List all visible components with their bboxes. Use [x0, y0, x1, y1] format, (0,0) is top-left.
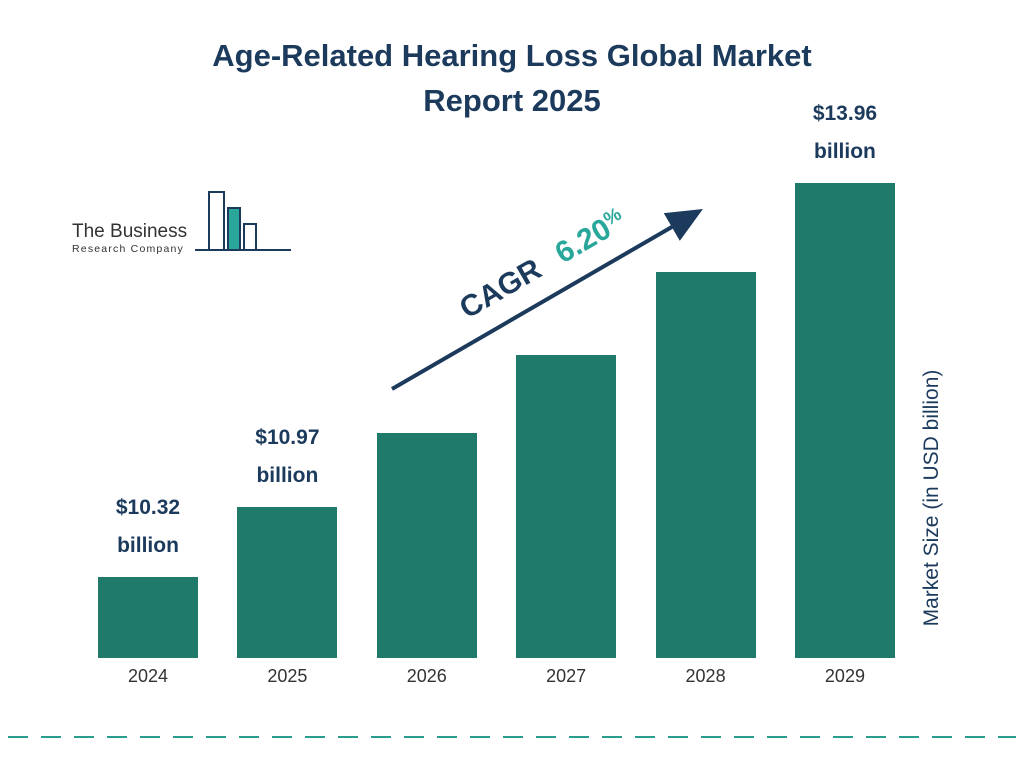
page-title-line1: Age-Related Hearing Loss Global Market — [212, 38, 812, 73]
bottom-dashed-divider — [8, 736, 1016, 738]
company-logo-text: The Business Research Company — [72, 221, 188, 261]
bar-chart: $10.32 billion $10.97 billion $13.96 billi… — [98, 58, 895, 658]
bar-column — [655, 58, 756, 658]
bar — [655, 272, 756, 658]
bar-column: $10.32 billion — [98, 58, 198, 658]
bar — [516, 355, 617, 658]
bar — [794, 183, 895, 658]
bar-value-label: $13.96 billion — [812, 102, 878, 164]
bar-chart-logo-icon — [193, 188, 293, 261]
page-title-line2: Report 2025 — [423, 82, 601, 118]
bar-column: $10.97 billion — [237, 58, 338, 658]
bar-column — [376, 58, 477, 658]
page-title: Age-Related Hearing Loss Global Market R… — [0, 0, 1024, 124]
x-axis-labels: 2024 2025 2026 2027 2028 2029 — [98, 666, 895, 687]
bar-value-label: $10.32 billion — [115, 496, 181, 558]
x-axis-label: 2026 — [406, 666, 447, 686]
x-axis-label: 2024 — [127, 666, 169, 686]
bar — [237, 507, 338, 658]
company-logo-name: The Business — [72, 221, 188, 243]
company-logo-subtitle: Research Company — [72, 243, 184, 255]
x-axis-label: 2028 — [685, 666, 726, 686]
bar-column: $13.96 billion — [794, 58, 895, 658]
bar-column — [516, 58, 617, 658]
x-axis-label: 2027 — [546, 666, 587, 686]
company-logo: The Business Research Company — [72, 188, 293, 261]
x-axis-label: 2025 — [267, 666, 308, 686]
y-axis-title: Market Size (in USD billion) — [920, 369, 943, 627]
x-axis-label: 2029 — [824, 666, 865, 686]
bar — [98, 577, 198, 658]
bar-value-label: $10.97 billion — [255, 426, 320, 488]
bar — [376, 433, 477, 658]
